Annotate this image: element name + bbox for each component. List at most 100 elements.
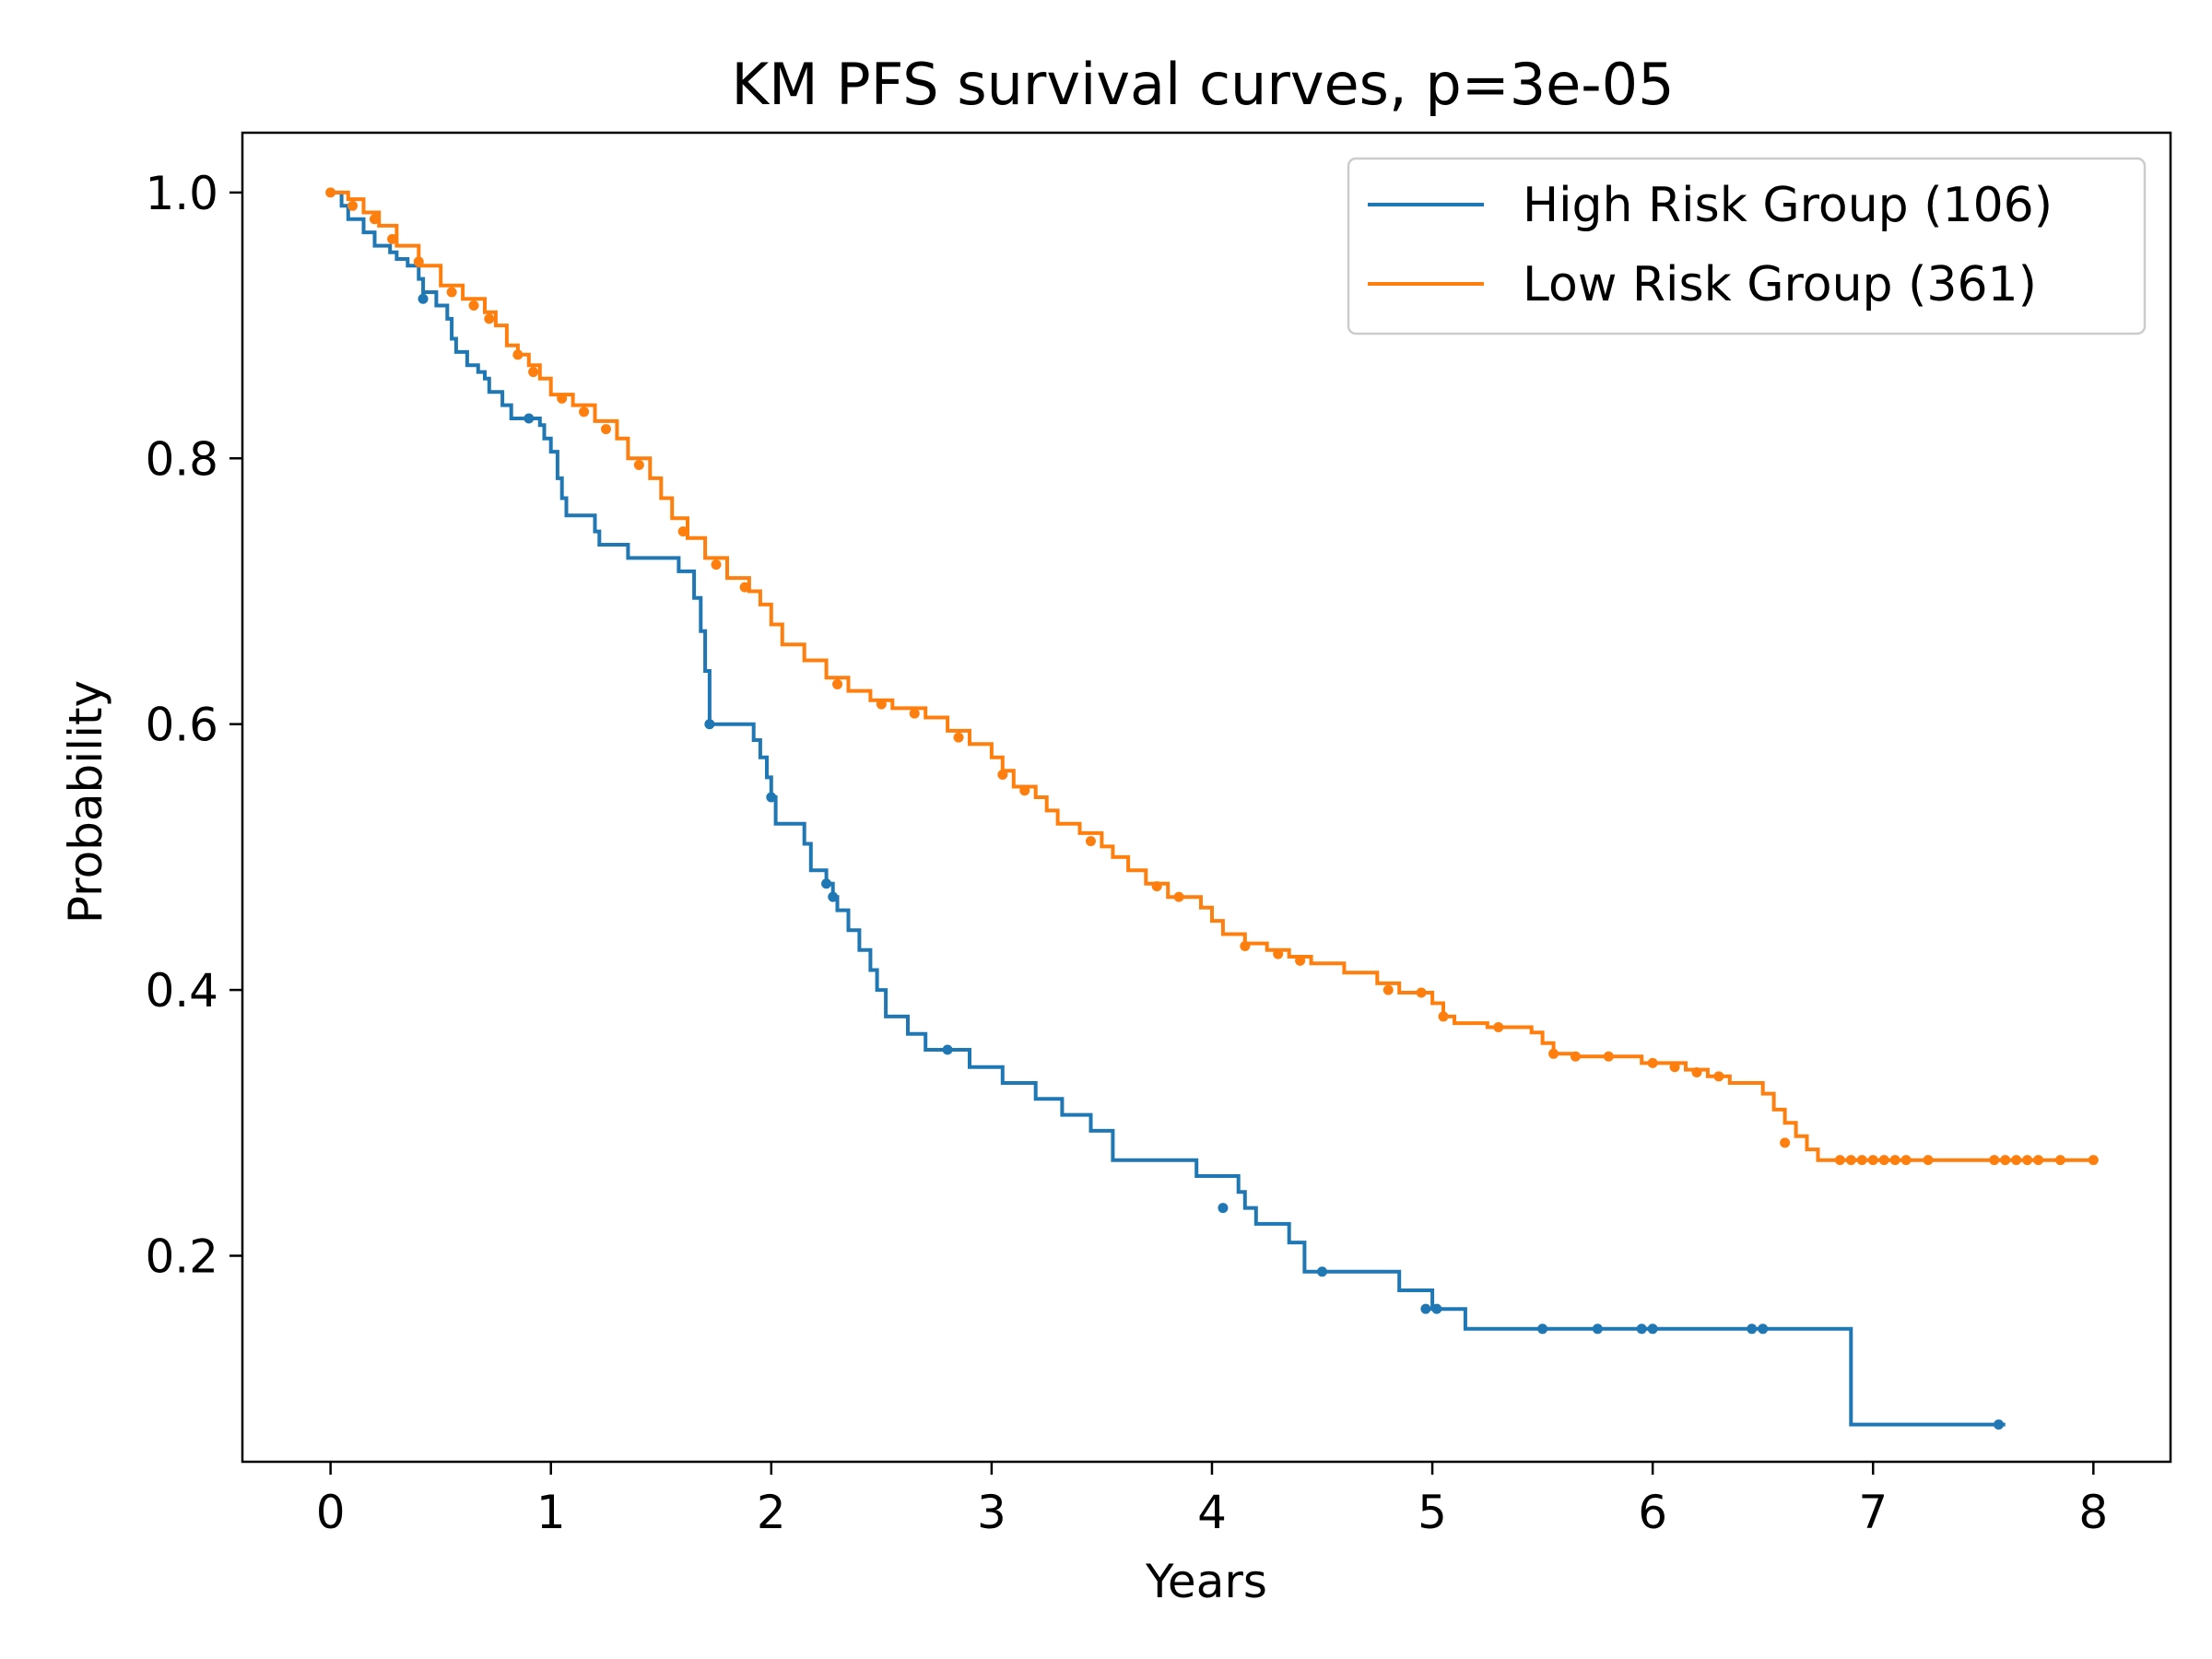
censor-marker [704,719,715,730]
censor-marker [1592,1324,1603,1335]
y-tick-label: 0.4 [145,964,218,1018]
censor-marker [1856,1155,1867,1166]
censor-marker [1989,1155,2000,1166]
censor-marker [1537,1324,1548,1335]
series-line-0 [330,190,2006,1427]
censor-marker [942,1044,953,1055]
censor-marker [832,678,843,689]
censor-marker [484,313,495,324]
censor-marker [1845,1155,1856,1166]
censor-marker [557,393,568,404]
x-tick-label: 4 [1197,1486,1227,1539]
censor-marker [1713,1071,1724,1082]
censor-marker [579,406,590,418]
x-tick-label: 0 [316,1486,346,1539]
censor-marker [828,891,839,902]
censor-marker [1647,1324,1658,1335]
censor-marker [2033,1155,2044,1166]
x-tick-label: 6 [1638,1486,1667,1539]
censor-marker [413,256,424,267]
censor-marker [1317,1266,1328,1277]
censor-marker [1548,1048,1559,1059]
series-layer [325,187,2099,1430]
censor-marker [1669,1062,1680,1073]
legend: High Risk Group (106) Low Risk Group (36… [1347,157,2147,335]
axes-frame [241,131,2172,1464]
censor-marker [739,582,750,593]
censor-marker [1994,1419,2005,1430]
censor-marker [347,200,359,211]
censor-marker [997,769,1008,780]
x-tick-label: 2 [757,1486,786,1539]
censor-marker [1758,1324,1769,1335]
censor-marker [2000,1155,2011,1166]
censor-marker [1747,1324,1758,1335]
censor-marker [1603,1051,1614,1062]
censor-marker [953,732,964,743]
censor-marker [677,526,688,537]
censor-marker [528,367,539,378]
censor-marker [1218,1203,1229,1214]
y-axis: 0.2 0.4 0.6 0.8 1.0 [145,167,242,1283]
censor-marker [1273,948,1284,959]
legend-label-high-risk: High Risk Group (106) [1523,178,2053,233]
censor-marker [1416,987,1427,998]
censor-marker [325,187,336,198]
censor-marker [446,287,457,298]
censor-marker [2054,1155,2065,1166]
censor-marker [1570,1051,1581,1062]
censor-marker [1878,1155,1889,1166]
censor-marker [1431,1303,1442,1314]
censor-marker [711,559,722,571]
censor-marker [1173,891,1184,902]
censor-marker [1085,836,1096,847]
x-tick-label: 3 [977,1486,1006,1539]
y-tick-label: 1.0 [145,167,218,220]
censor-marker [633,460,644,470]
legend-box [1347,157,2147,335]
censor-marker [1019,785,1030,796]
censor-marker [1691,1066,1702,1077]
censor-marker [1438,1011,1449,1022]
censor-marker [1493,1021,1504,1032]
censor-marker [1382,984,1394,995]
censor-marker [1151,881,1162,892]
censor-marker [1900,1155,1912,1166]
censor-marker [876,699,887,710]
x-axis: 0 1 2 3 4 5 6 7 8 [316,1462,2108,1539]
x-tick-label: 7 [1858,1486,1888,1539]
censor-marker [418,293,429,304]
censor-marker [1240,941,1251,952]
y-tick-label: 0.8 [145,432,218,486]
censor-marker [2011,1155,2022,1166]
censor-marker [1295,955,1306,966]
censor-marker [369,214,380,225]
censor-marker [512,349,524,360]
censor-marker [909,708,920,719]
censor-marker [1867,1155,1878,1166]
y-axis-label: Probability [59,680,112,924]
censor-marker [468,300,479,311]
x-axis-label: Years [1145,1555,1267,1608]
legend-label-low-risk: Low Risk Group (361) [1523,257,2037,312]
censor-marker [2088,1155,2099,1166]
censor-marker [1923,1155,1934,1166]
y-tick-label: 0.2 [145,1230,218,1283]
x-tick-label: 8 [2078,1486,2108,1539]
y-tick-label: 0.6 [145,699,218,752]
censor-marker [1636,1324,1647,1335]
censor-marker [2022,1155,2033,1166]
series-line-1 [330,190,2094,1162]
censor-marker [1647,1057,1658,1068]
censor-marker [524,413,535,424]
censor-marker [821,878,832,889]
censor-marker [1780,1137,1791,1148]
censor-marker [1834,1155,1845,1166]
censor-marker [387,233,398,244]
x-tick-label: 5 [1418,1486,1447,1539]
censor-marker [1889,1155,1900,1166]
censor-marker [600,424,611,435]
x-tick-label: 1 [536,1486,566,1539]
censor-marker [1420,1303,1431,1314]
